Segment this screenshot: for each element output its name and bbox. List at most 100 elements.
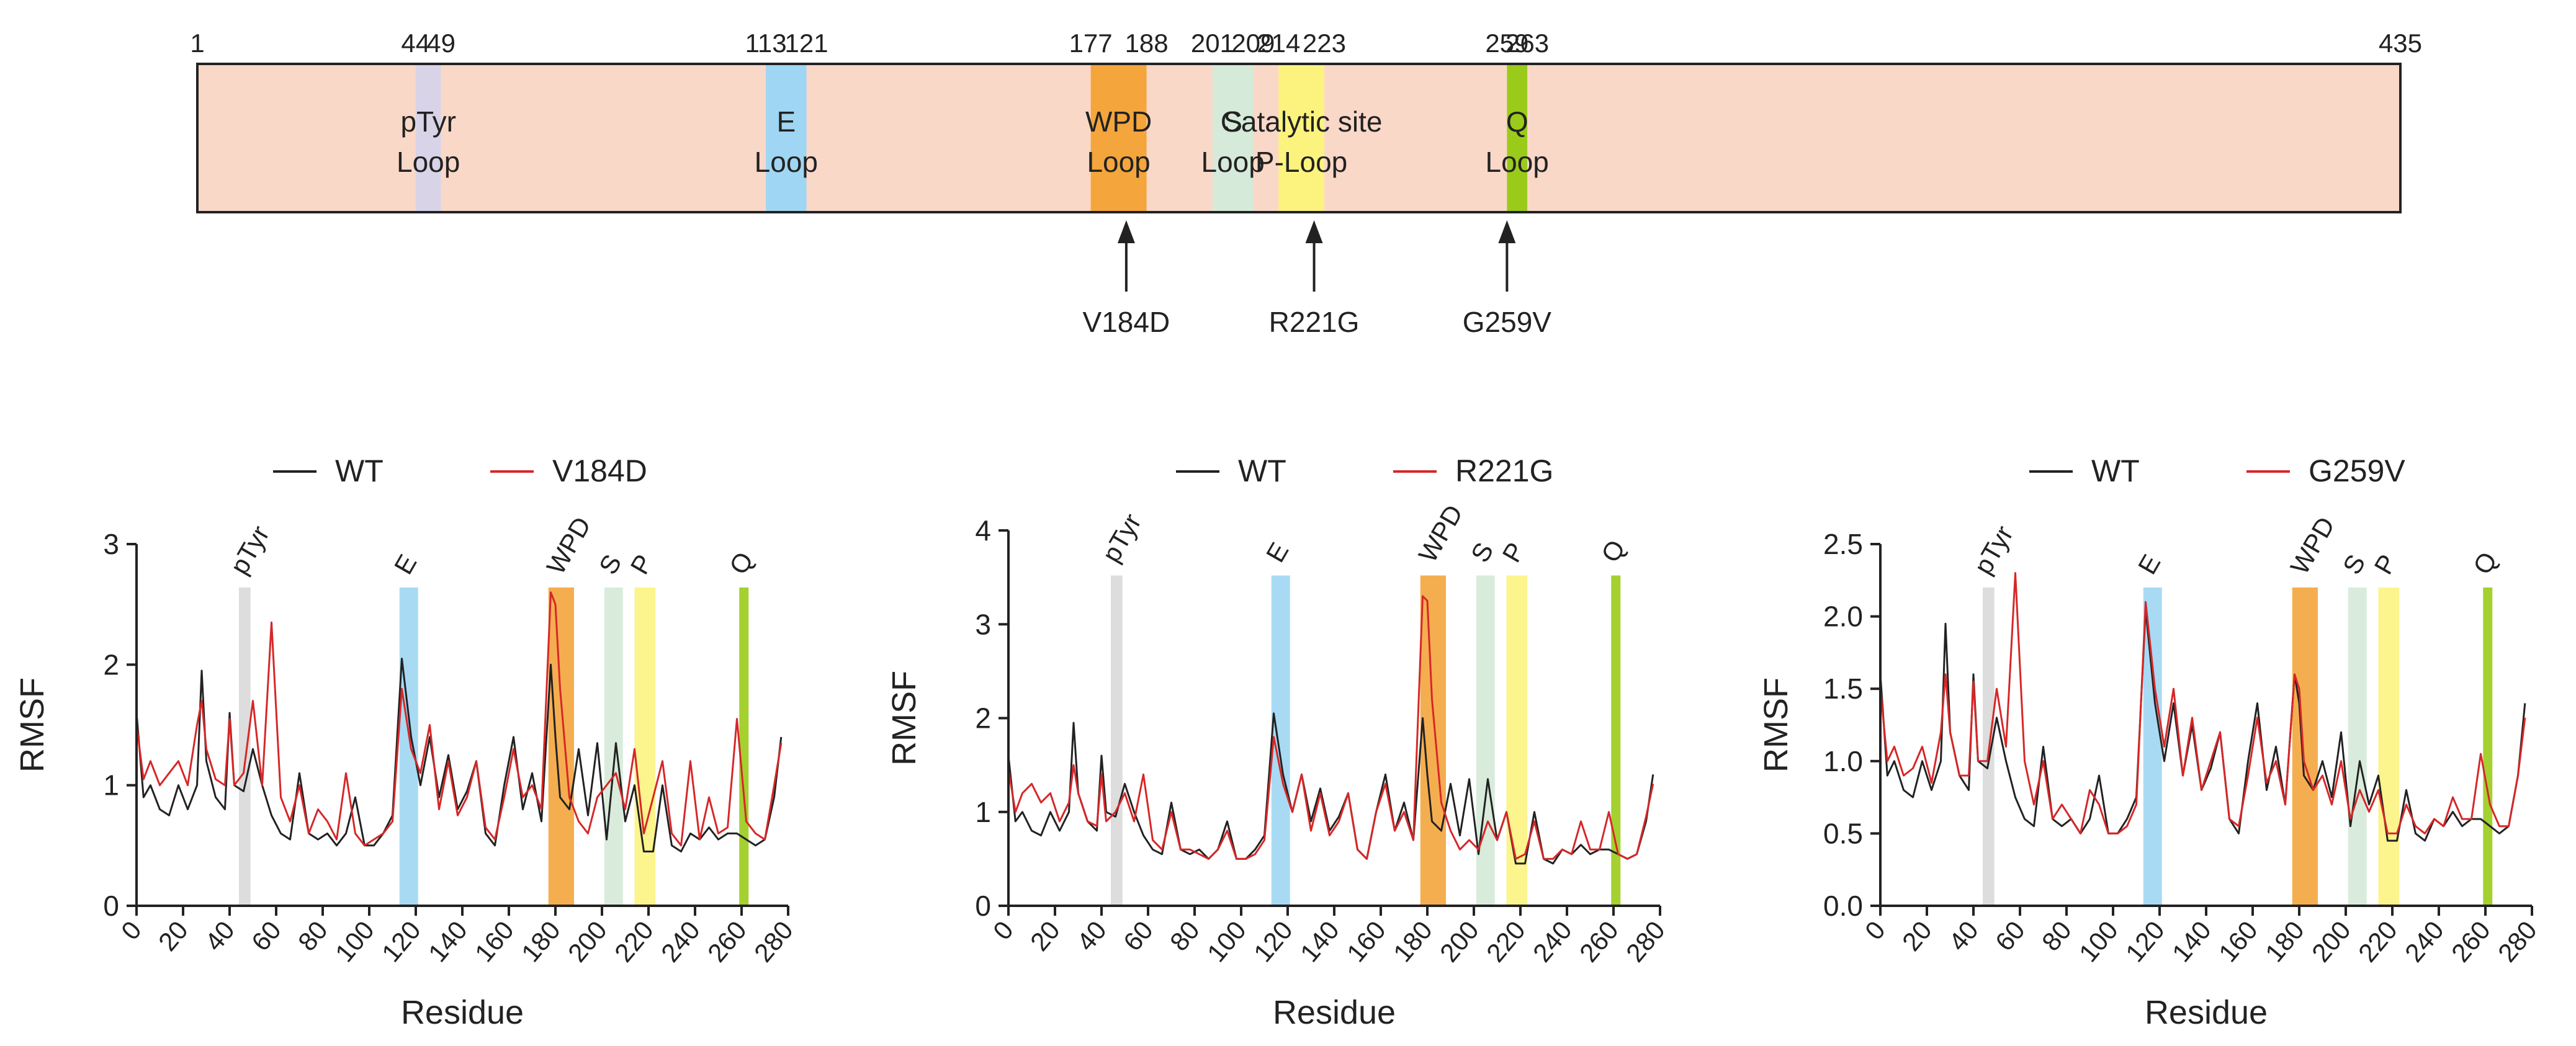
mutation-arrow-head — [1117, 220, 1135, 243]
band-label-ptyr: pTyr — [1096, 509, 1147, 567]
domain-label-ptyr-2: Loop — [397, 146, 460, 178]
domain-region-e — [766, 64, 807, 212]
band-label-e: E — [2132, 550, 2166, 579]
x-tick-label: 220 — [1481, 916, 1531, 968]
band-label-q: Q — [724, 547, 759, 579]
x-tick-label: 220 — [609, 916, 659, 968]
x-tick-label: 240 — [655, 916, 706, 968]
mutation-arrow-head — [1498, 220, 1516, 243]
domain-label-s-2: Loop — [1201, 146, 1264, 178]
x-tick-label: 280 — [748, 916, 799, 968]
mutation-label-r221g: R221G — [1269, 306, 1360, 338]
band-e — [2143, 587, 2162, 906]
x-tick-label: 140 — [2166, 916, 2217, 968]
y-tick-label: 3 — [103, 528, 119, 560]
legend-label-wt: WT — [1238, 454, 1286, 488]
band-wpd — [2292, 587, 2318, 906]
domain-tick-label: 188 — [1125, 29, 1169, 58]
band-q — [739, 587, 749, 906]
y-tick-label: 0 — [103, 890, 119, 922]
band-label-e: E — [1260, 537, 1295, 567]
x-tick-label: 200 — [562, 916, 613, 968]
x-tick-label: 20 — [153, 916, 194, 957]
y-tick-label: 2 — [975, 702, 991, 735]
x-tick-label: 40 — [1071, 916, 1112, 957]
domain-map: pTyr Loop E Loop WPD Loop S Loop Catalytic site P… — [190, 29, 2422, 338]
band-s — [604, 587, 623, 906]
domain-label-s: S — [1223, 105, 1242, 138]
x-tick-label: 180 — [516, 916, 566, 968]
x-tick-label: 40 — [1943, 916, 1984, 957]
y-tick-label: 2.5 — [1823, 528, 1863, 560]
legend-label-g259v: G259V — [2309, 454, 2405, 488]
domain-region-ptyr — [415, 64, 441, 212]
domain-tick-label: 223 — [1303, 29, 1346, 58]
band-p — [2378, 587, 2400, 906]
x-tick-label: 120 — [2120, 916, 2170, 968]
y-axis-label: RMSF — [886, 671, 923, 766]
x-tick-label: 200 — [2306, 916, 2356, 968]
band-label-p: P — [2368, 550, 2402, 579]
x-tick-label: 40 — [199, 916, 240, 957]
band-p — [1506, 575, 1528, 906]
y-tick-label: 0.0 — [1823, 890, 1863, 922]
domain-tick-label: 177 — [1069, 29, 1113, 58]
band-label-ptyr: pTyr — [1968, 521, 2019, 579]
x-tick-label: 0 — [115, 916, 147, 945]
y-axis-label: RMSF — [1757, 677, 1795, 772]
series-line-wt — [1879, 608, 2526, 842]
series-line-wt — [1007, 712, 1654, 865]
domain-label-ptyr: pTyr — [400, 105, 456, 138]
band-s — [1476, 575, 1495, 906]
x-tick-label: 20 — [1025, 916, 1066, 957]
band-label-s: S — [1465, 537, 1499, 567]
band-label-s: S — [593, 550, 627, 579]
domain-label-q-2: Loop — [1486, 146, 1549, 178]
domain-region-p — [1278, 64, 1324, 212]
domain-region-s — [1212, 64, 1254, 212]
domain-label-e: E — [777, 105, 796, 138]
band-e — [399, 587, 418, 906]
band-label-wpd: WPD — [2284, 512, 2340, 579]
domain-tick-label: 263 — [1506, 29, 1549, 58]
band-ptyr — [239, 587, 251, 906]
x-tick-label: 80 — [292, 916, 333, 957]
domain-label-e-2: Loop — [755, 146, 818, 178]
band-label-wpd: WPD — [1412, 500, 1468, 567]
y-tick-label: 1.5 — [1823, 673, 1863, 705]
domain-tick-label: 214 — [1257, 29, 1300, 58]
domain-tick-label: 209 — [1231, 29, 1275, 58]
x-tick-label: 240 — [2399, 916, 2449, 968]
x-tick-label: 200 — [1434, 916, 1484, 968]
x-tick-label: 0 — [1859, 916, 1891, 945]
band-q — [1611, 575, 1621, 906]
y-tick-label: 2 — [103, 648, 119, 681]
x-tick-label: 160 — [1341, 916, 1391, 968]
domain-label-wpd: WPD — [1085, 105, 1152, 138]
band-label-q: Q — [1595, 535, 1631, 567]
domain-region-wpd — [1090, 64, 1147, 212]
domain-tick-label: 49 — [426, 29, 456, 58]
mutation-arrow-head — [1305, 220, 1323, 243]
band-ptyr — [1111, 575, 1123, 906]
x-tick-label: 0 — [987, 916, 1019, 945]
domain-tick-label: 201 — [1191, 29, 1234, 58]
domain-label-wpd-2: Loop — [1087, 146, 1150, 178]
x-tick-label: 180 — [1388, 916, 1438, 968]
x-tick-label: 220 — [2353, 916, 2403, 968]
band-label-s: S — [2337, 550, 2371, 579]
legend-label-wt: WT — [335, 454, 384, 488]
x-tick-label: 280 — [2492, 916, 2542, 968]
x-tick-label: 80 — [1164, 916, 1205, 957]
y-tick-label: 2.0 — [1823, 601, 1863, 633]
x-tick-label: 260 — [702, 916, 752, 968]
x-tick-label: 60 — [246, 916, 287, 957]
mutation-label-v184d: V184D — [1083, 306, 1170, 338]
legend-label-r221g: R221G — [1455, 454, 1553, 488]
x-tick-label: 280 — [1620, 916, 1671, 968]
band-label-wpd: WPD — [541, 512, 596, 579]
x-tick-label: 140 — [1295, 916, 1345, 968]
